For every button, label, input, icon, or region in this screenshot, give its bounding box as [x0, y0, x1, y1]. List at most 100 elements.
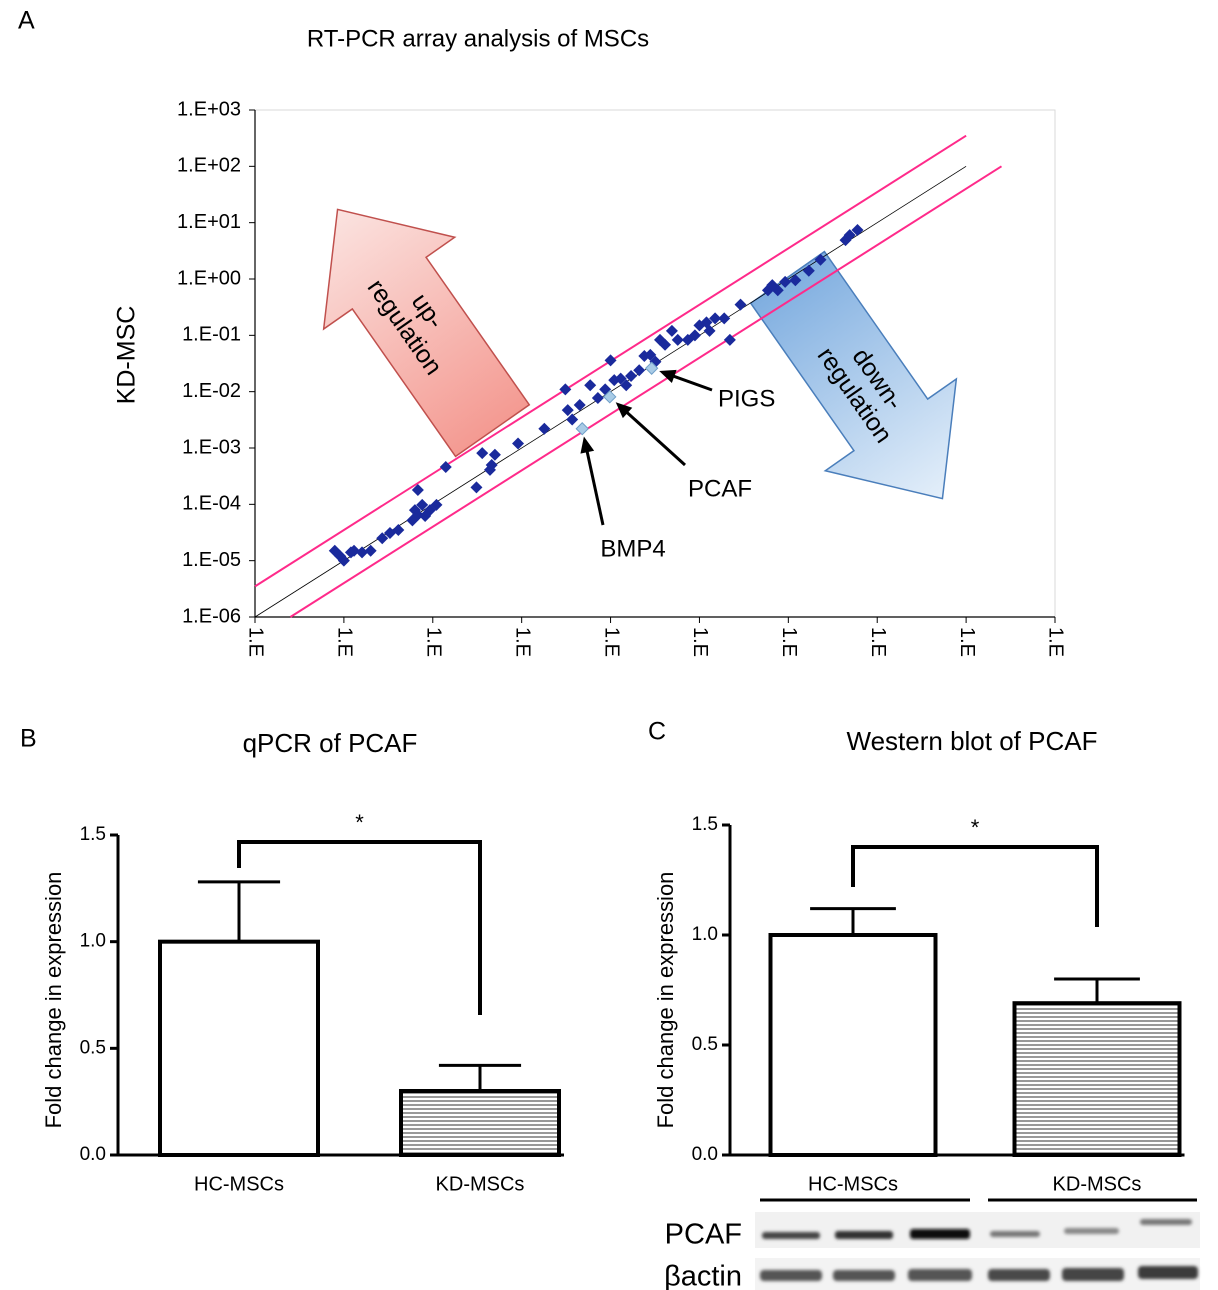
- data-point: [364, 544, 377, 557]
- x-tick-label: 1.E: [867, 627, 889, 657]
- data-point: [485, 458, 498, 471]
- annotation-arrow: [584, 447, 605, 526]
- data-point: [337, 554, 350, 567]
- x-tick-label: 1.E: [511, 627, 533, 657]
- x-tick-label: 1.E: [334, 627, 356, 657]
- data-point: [591, 392, 604, 405]
- data-point: [620, 379, 633, 392]
- x-tick-label: HC-MSCs: [808, 1173, 898, 1195]
- significance-label: *: [971, 815, 980, 840]
- data-point: [348, 544, 361, 557]
- data-point: [470, 481, 483, 494]
- data-point: [671, 333, 684, 346]
- x-tick-label: 1.E: [600, 627, 622, 657]
- x-tick-label: KD-MSCs: [1053, 1173, 1142, 1195]
- data-point: [566, 413, 579, 426]
- chart-title: Western blot of PCAF: [847, 726, 1098, 756]
- data-point: [376, 532, 389, 545]
- data-point: [559, 383, 572, 396]
- significance-label: *: [355, 810, 364, 835]
- y-tick-label: 1.E+01: [177, 211, 241, 233]
- y-tick-label: 1.E-02: [182, 380, 241, 402]
- data-point: [843, 229, 856, 242]
- x-tick-label: 1.E: [1045, 627, 1067, 657]
- annotation-label: BMP4: [600, 535, 665, 562]
- blot-row-label: βactin: [664, 1261, 742, 1290]
- data-point: [703, 324, 716, 337]
- panel-letter: A: [18, 7, 35, 35]
- data-point: [561, 404, 574, 417]
- bar: [399, 1089, 561, 1157]
- data-point: [411, 508, 424, 521]
- data-point: [512, 437, 525, 450]
- highlight-point: [644, 361, 659, 375]
- data-point: [644, 348, 657, 361]
- highlight-point: [575, 422, 589, 436]
- down-arrow: [749, 250, 958, 500]
- data-point: [779, 275, 792, 288]
- data-point: [688, 329, 701, 342]
- annotation-label: PIGS: [718, 385, 775, 412]
- y-tick-label: 1.E+02: [177, 155, 241, 177]
- reference-line: [289, 165, 1003, 618]
- y-tick-label: 0.5: [692, 1034, 718, 1055]
- highlight-point: [603, 390, 617, 404]
- y-tick-label: 1.E-03: [182, 436, 241, 458]
- data-point: [665, 324, 678, 337]
- data-point: [814, 253, 827, 266]
- data-point: [488, 448, 501, 461]
- data-point: [392, 524, 405, 537]
- y-axis-label: Fold change in expression: [653, 872, 678, 1129]
- up-arrow: [322, 208, 531, 458]
- data-point: [604, 354, 617, 367]
- data-point: [802, 264, 815, 277]
- bar: [768, 933, 938, 1157]
- blot-row-label: PCAF: [665, 1219, 742, 1251]
- data-point: [723, 333, 736, 346]
- data-point: [416, 498, 429, 511]
- panel-letter: C: [648, 718, 666, 746]
- bar: [1012, 1001, 1182, 1158]
- y-tick-label: 1.E-06: [182, 605, 241, 627]
- chart-title: RT-PCR array analysis of MSCs: [307, 25, 649, 52]
- x-tick-label: 1.E: [956, 627, 978, 657]
- x-tick-label: KD-MSCs: [436, 1173, 525, 1195]
- significance-bracket: [851, 845, 1099, 927]
- annotation-arrow: [669, 373, 713, 392]
- annotation-arrowhead: [615, 402, 633, 419]
- data-point: [476, 447, 489, 460]
- data-point: [625, 369, 638, 382]
- y-tick-label: 1.E+03: [177, 98, 241, 120]
- y-tick-label: 0.0: [80, 1144, 106, 1165]
- annotation-arrowhead: [659, 369, 677, 384]
- data-point: [659, 338, 672, 351]
- data-point: [573, 398, 586, 411]
- y-tick-label: 1.5: [80, 824, 106, 845]
- data-point: [411, 483, 424, 496]
- x-tick-label: 1.E: [778, 627, 800, 657]
- bar: [158, 939, 320, 1158]
- annotation-arrowhead: [580, 436, 595, 454]
- y-tick-label: 1.0: [80, 931, 106, 952]
- y-tick-label: 1.5: [692, 814, 718, 835]
- data-point: [430, 498, 443, 511]
- data-point: [633, 364, 646, 377]
- y-axis-label: Fold change in expression: [41, 872, 66, 1129]
- western-blot: [755, 1212, 1200, 1290]
- data-point: [718, 312, 731, 325]
- data-point: [734, 298, 747, 311]
- y-tick-label: 1.E-04: [182, 493, 241, 515]
- data-point: [709, 312, 722, 325]
- x-tick-label: 1.E: [422, 627, 444, 657]
- y-tick-label: 0.5: [80, 1037, 106, 1058]
- significance-bracket: [237, 840, 482, 1015]
- x-tick-label: HC-MSCs: [194, 1173, 284, 1195]
- x-tick-label: 1.E: [245, 627, 267, 657]
- data-point: [789, 274, 802, 287]
- data-point: [538, 422, 551, 435]
- annotation-arrow: [623, 409, 687, 467]
- x-tick-label: 1.E: [689, 627, 711, 657]
- y-tick-label: 1.0: [692, 924, 718, 945]
- data-point: [584, 379, 597, 392]
